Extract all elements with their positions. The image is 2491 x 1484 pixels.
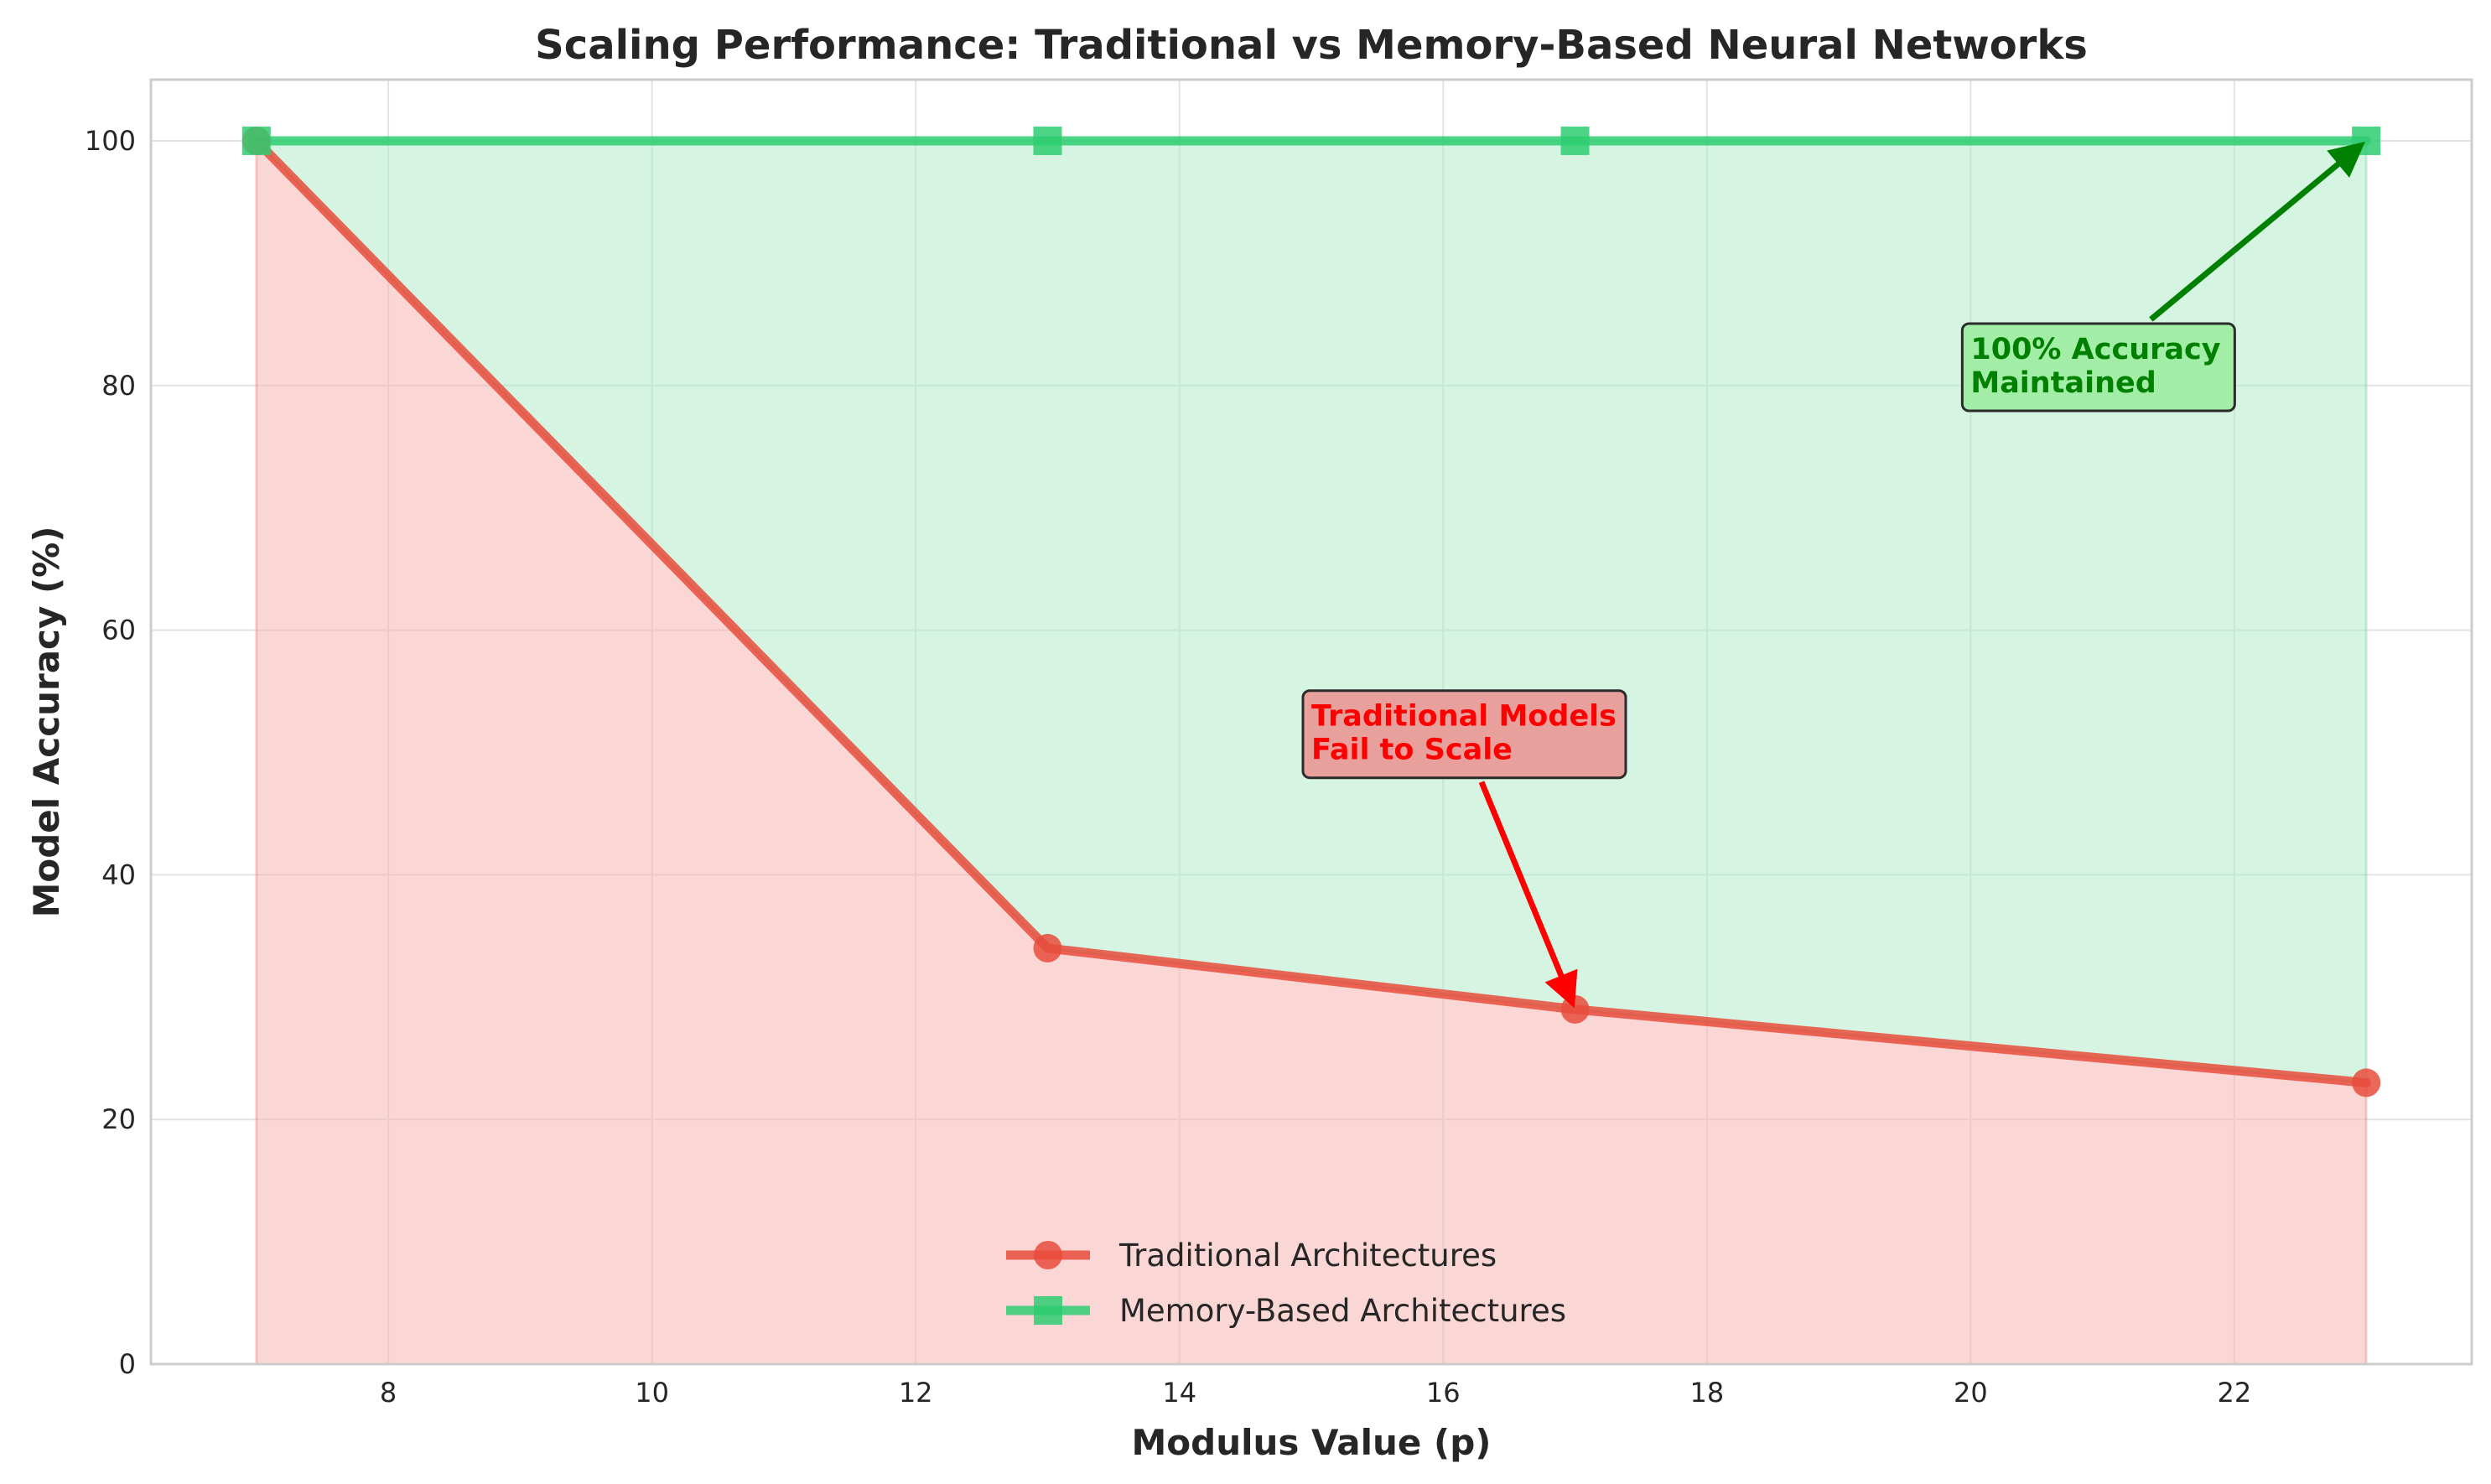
x-tick-label: 20 bbox=[1954, 1377, 1988, 1409]
legend: Traditional Architectures Memory-Based A… bbox=[1006, 1238, 1566, 1329]
y-axis-label: Model Accuracy (%) bbox=[26, 527, 67, 918]
annotation-text: Traditional Models bbox=[1311, 700, 1617, 734]
x-tick-label: 22 bbox=[2218, 1377, 2252, 1409]
x-tick-label: 16 bbox=[1426, 1377, 1461, 1409]
data-point-memory bbox=[241, 126, 271, 155]
annotation-text: 100% Accuracy bbox=[1970, 333, 2220, 366]
plot-frame bbox=[149, 78, 2473, 1366]
data-point-traditional bbox=[2352, 1068, 2381, 1097]
x-tick-label: 14 bbox=[1162, 1377, 1196, 1409]
legend-marker-memory bbox=[1034, 1296, 1062, 1325]
data-point-memory bbox=[1033, 126, 1062, 155]
annotation-text: Fail to Scale bbox=[1311, 734, 1513, 767]
x-tick-label: 12 bbox=[899, 1377, 933, 1409]
data-point-memory bbox=[1560, 126, 1590, 155]
y-tick-label: 40 bbox=[101, 859, 136, 890]
chart-title: Scaling Performance: Traditional vs Memo… bbox=[535, 22, 2088, 69]
x-tick-label: 10 bbox=[635, 1377, 669, 1409]
annotation-arrow bbox=[2149, 141, 2365, 322]
y-tick-label: 60 bbox=[101, 615, 136, 646]
series-line-traditional bbox=[252, 136, 2371, 1087]
series-lines bbox=[252, 136, 2371, 1087]
y-axis-ticks: 0 20 40 60 80 100 bbox=[85, 125, 136, 1380]
y-tick-label: 20 bbox=[101, 1103, 136, 1135]
series-markers bbox=[241, 126, 2381, 1097]
legend-item-traditional: Traditional Architectures bbox=[1006, 1238, 1497, 1274]
x-axis-ticks: 8 10 12 14 16 18 20 22 bbox=[380, 1377, 2251, 1409]
annotation-arrow bbox=[1478, 781, 1578, 1009]
legend-marker-traditional bbox=[1034, 1241, 1062, 1269]
legend-item-memory: Memory-Based Architectures bbox=[1006, 1293, 1566, 1329]
x-tick-label: 8 bbox=[380, 1377, 397, 1409]
y-tick-label: 80 bbox=[101, 370, 136, 402]
x-tick-label: 18 bbox=[1689, 1377, 1724, 1409]
annotation-box bbox=[1960, 322, 2236, 413]
data-point-traditional bbox=[1033, 933, 1062, 963]
legend-label-traditional: Traditional Architectures bbox=[1118, 1238, 1497, 1274]
legend-label-memory: Memory-Based Architectures bbox=[1119, 1293, 1566, 1329]
annotation-text: Maintained bbox=[1970, 366, 2156, 400]
annotation-box bbox=[1301, 689, 1627, 780]
y-tick-label: 0 bbox=[119, 1348, 136, 1380]
data-point-traditional bbox=[1560, 994, 1590, 1024]
x-axis-label: Modulus Value (p) bbox=[1132, 1422, 1492, 1463]
y-tick-label: 100 bbox=[85, 125, 136, 157]
